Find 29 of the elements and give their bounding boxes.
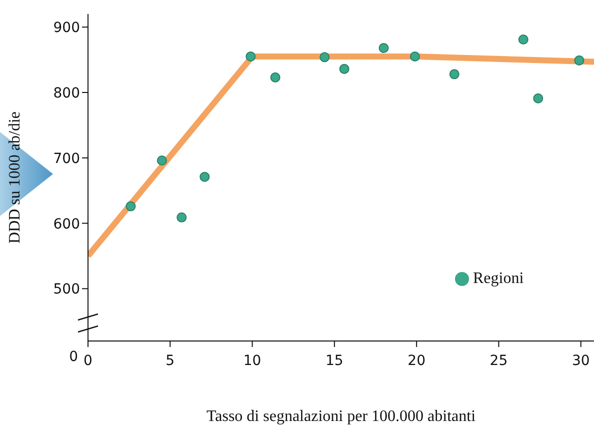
x-tick-label: 5: [166, 352, 175, 369]
point: [320, 52, 330, 62]
y-tick-label: 600: [53, 216, 80, 232]
y-tick-label: 800: [53, 85, 80, 102]
point: [410, 52, 420, 62]
point: [270, 72, 280, 82]
point: [246, 52, 256, 62]
y-tick-label: 500: [53, 282, 80, 298]
point: [126, 201, 136, 212]
x-tick-label: 15: [326, 352, 344, 369]
point: [200, 172, 210, 182]
x-tick-label: 25: [490, 352, 508, 369]
point: [156, 155, 167, 166]
y-axis-title: DDD su 1000 ab/die: [6, 112, 24, 244]
point: [339, 64, 350, 74]
x-tick-label: 10: [243, 352, 262, 369]
point: [176, 212, 187, 222]
y-tick-label: 700: [53, 150, 80, 167]
legend-label: Regioni: [473, 270, 524, 287]
point: [449, 69, 460, 80]
point: [533, 93, 544, 104]
y-tick-label: 900: [53, 20, 80, 36]
x-tick-label: 0: [84, 352, 92, 369]
x-tick-label: 20: [408, 352, 426, 369]
point: [518, 34, 528, 45]
x-tick-label: 30: [572, 352, 590, 369]
point: [378, 43, 389, 54]
x-axis-title: Tasso di segnalazioni per 100.000 abitanti: [206, 408, 476, 425]
point: [574, 55, 584, 66]
